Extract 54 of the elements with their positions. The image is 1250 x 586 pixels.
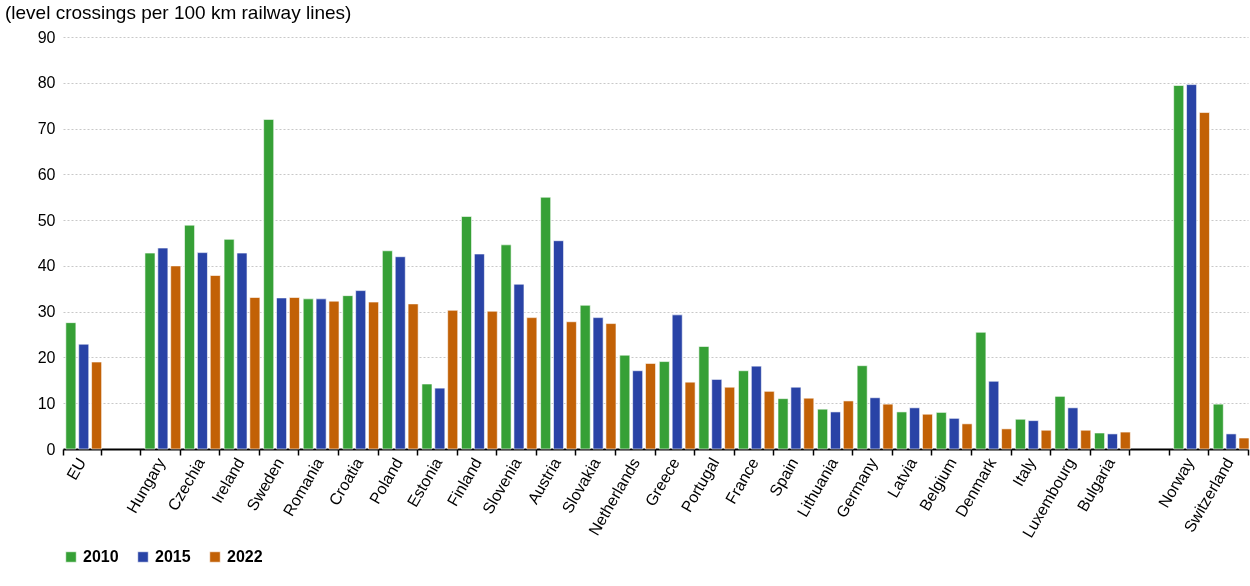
y-tick-label: 10 [37,394,56,412]
bar [1094,432,1105,450]
bar [659,361,670,450]
bar [461,216,472,450]
bar [619,354,631,450]
bar [1186,84,1197,450]
bar [474,253,485,450]
bar [830,411,841,450]
chart-title: (level crossings per 100 km railway lines) [5,2,352,23]
bar [724,386,735,450]
y-tick-label: 70 [37,120,56,138]
bar [909,407,920,450]
bar [1199,112,1210,450]
bar [276,297,287,450]
y-tick-label: 20 [37,348,56,366]
bar [1107,433,1118,450]
legend-label: 2015 [155,548,191,565]
legend-label: 2022 [227,548,263,565]
bar [289,297,300,450]
bar [738,370,749,450]
legend-label: 2010 [83,548,119,565]
bar [263,119,275,450]
bar [751,365,762,450]
bar [342,295,354,450]
y-tick-label: 30 [37,303,56,321]
bar [553,240,564,450]
bar [632,370,643,450]
bar [486,310,498,450]
bar [184,224,195,450]
bar [645,363,656,450]
bar [382,250,393,450]
bar [896,411,908,450]
y-tick-label: 80 [37,74,56,92]
y-tick-label: 0 [46,440,56,458]
bar [209,275,221,450]
y-tick-label: 50 [37,211,56,229]
bar [1119,431,1131,450]
bar [91,361,102,450]
bar [355,290,367,450]
bar [843,400,854,450]
bar [368,301,379,450]
y-tick-label: 40 [37,257,56,275]
bar [1015,418,1026,450]
bar [922,413,933,450]
bar [817,408,828,450]
y-tick-label: 90 [37,28,56,46]
bar [197,252,208,450]
bar [1173,85,1185,450]
y-tick-label: 60 [37,165,56,183]
bar [1001,428,1012,450]
x-tick-label: EU [63,455,90,483]
bar [566,321,577,450]
bar [763,391,775,450]
bar [540,196,551,450]
